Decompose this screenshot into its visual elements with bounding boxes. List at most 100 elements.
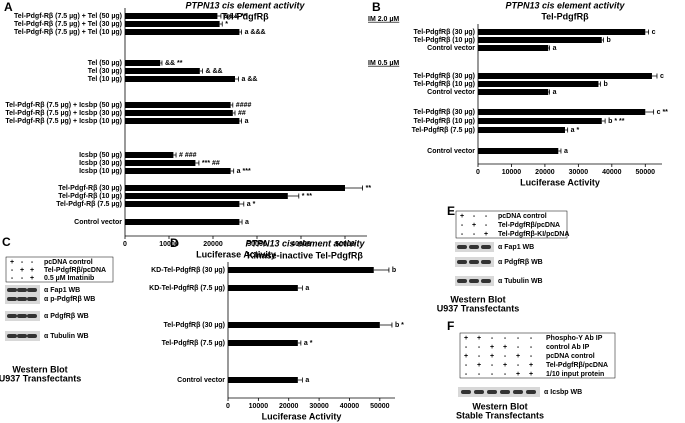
annotation: a	[305, 377, 309, 384]
annotation: a &&&	[245, 29, 266, 36]
blot-band	[27, 288, 37, 292]
category-label: Tel-Pdgf-Rβ (7.5 µg) + Icsbp (10 µg)	[5, 118, 122, 125]
bar	[125, 152, 174, 158]
condition-sign: +	[472, 222, 476, 229]
condition-sign: -	[473, 213, 476, 220]
condition-sign: +	[464, 353, 468, 360]
condition-sign: -	[491, 362, 494, 369]
condition-sign: +	[490, 353, 494, 360]
category-label: Tel-PdgfRβ (10 µg)	[414, 81, 475, 88]
condition-sign: +	[30, 275, 34, 282]
category-label: Control vector	[177, 377, 225, 384]
annotation: b	[603, 81, 607, 88]
blot-band	[27, 297, 37, 301]
blot-caption: Western Blot	[450, 294, 505, 304]
condition-box	[459, 332, 616, 379]
x-tick-label: 20000	[279, 403, 299, 410]
error-bar	[173, 152, 177, 158]
bar	[478, 45, 549, 51]
x-tick-label: 20000	[535, 169, 555, 176]
blot-band	[27, 314, 37, 318]
condition-sign: +	[477, 335, 481, 342]
error-bar	[297, 340, 302, 346]
category-label: Tel-Pdgf-Rβ (30 µg)	[58, 185, 122, 192]
error-bar	[297, 285, 303, 291]
bar	[125, 13, 218, 19]
blot-background	[458, 387, 540, 397]
chart-title: PTPN13 cis element activity	[185, 0, 305, 10]
bar	[478, 118, 602, 124]
category-label: Icsbp (50 µg)	[79, 152, 122, 159]
category-label: Tel-PdgfRβ (30 µg)	[414, 109, 475, 116]
category-label: Tel-Pdgf-Rβ (7.5 µg) + Icsbp (30 µg)	[5, 110, 122, 117]
condition-sign: +	[503, 344, 507, 351]
category-label: Tel-Pdgf-Rβ (7.5 µg) + Icsbp (50 µg)	[5, 102, 122, 109]
x-tick-label: 0	[123, 241, 127, 248]
x-tick-label: 50000	[636, 169, 656, 176]
condition-sign: -	[504, 335, 507, 342]
blot-band	[526, 390, 536, 394]
category-label: Tel (30 µg)	[88, 68, 122, 75]
condition-label: Tel-PdgfRβ-KI/pcDNA	[498, 231, 569, 238]
annotation: # ###	[179, 152, 197, 159]
condition-sign: +	[20, 267, 24, 274]
condition-sign: -	[504, 371, 507, 378]
bar	[478, 29, 646, 35]
blot-band	[513, 390, 523, 394]
category-label: Control vector	[427, 148, 475, 155]
condition-sign: -	[478, 353, 481, 360]
condition-label: 0.5 µM Imatinib	[44, 275, 94, 282]
annotation: a ***	[237, 168, 251, 175]
chart-subtitle: Kinase-inactive Tel-PdgfRβ	[247, 250, 363, 260]
blot-caption: Stable Transfectants	[456, 410, 544, 420]
bar	[228, 267, 374, 273]
error-bar	[232, 110, 236, 116]
category-label: Tel (10 µg)	[88, 76, 122, 83]
blot-caption: Western Blot	[12, 364, 67, 374]
x-axis-label: Luciferase Activity	[196, 249, 276, 259]
category-label: Tel-Pdgf-Rβ (7.5 µg)	[56, 201, 122, 208]
error-bar	[239, 219, 243, 225]
bar	[228, 322, 380, 328]
blot-band	[481, 260, 491, 264]
x-tick-label: 20000	[203, 241, 223, 248]
panel-letter: E	[447, 204, 455, 218]
band-label: α Tubulin WB	[44, 333, 89, 340]
bar	[478, 127, 565, 133]
condition-sign: -	[530, 353, 533, 360]
bar	[478, 148, 559, 154]
bar	[125, 68, 200, 74]
category-label: Tel-Pdgf-Rβ (7.5 µg) + Tel (30 µg)	[14, 21, 122, 28]
chart-title: PTPN13 cis element activity	[505, 0, 625, 10]
x-tick-label: 40000	[291, 241, 311, 248]
category-label: KD-Tel-PdgfRβ (30 µg)	[151, 267, 225, 274]
category-label: Tel-PdgfRβ (30 µg)	[164, 322, 225, 329]
blot-band	[17, 314, 27, 318]
error-bar	[230, 102, 234, 108]
bar	[228, 340, 298, 346]
blot-band	[469, 279, 479, 283]
bar	[125, 168, 231, 174]
condition-sign: -	[11, 275, 14, 282]
condition-sign: -	[517, 335, 520, 342]
condition-sign: -	[465, 371, 468, 378]
category-label: Tel-Pdgf-Rβ (7.5 µg) + Tel (50 µg)	[14, 13, 122, 20]
condition-sign: -	[11, 267, 14, 274]
error-bar	[558, 148, 562, 154]
bar	[125, 193, 288, 199]
category-label: Tel-Pdgf-Rβ (10 µg)	[58, 193, 122, 200]
condition-sign: +	[477, 362, 481, 369]
condition-sign: +	[10, 259, 14, 266]
annotation: &&& **	[224, 13, 247, 20]
blot-band	[487, 390, 497, 394]
x-tick-label: 30000	[309, 403, 329, 410]
bar	[125, 185, 345, 191]
x-tick-label: 50000	[370, 403, 390, 410]
error-bar	[598, 81, 601, 87]
condition-sign: -	[473, 231, 476, 238]
category-label: Tel-PdgfRβ (10 µg)	[414, 118, 475, 125]
x-tick-label: 0	[476, 169, 480, 176]
band-label: α Fap1 WB	[498, 244, 534, 251]
band-label: α p-PdgfRβ WB	[44, 296, 95, 303]
